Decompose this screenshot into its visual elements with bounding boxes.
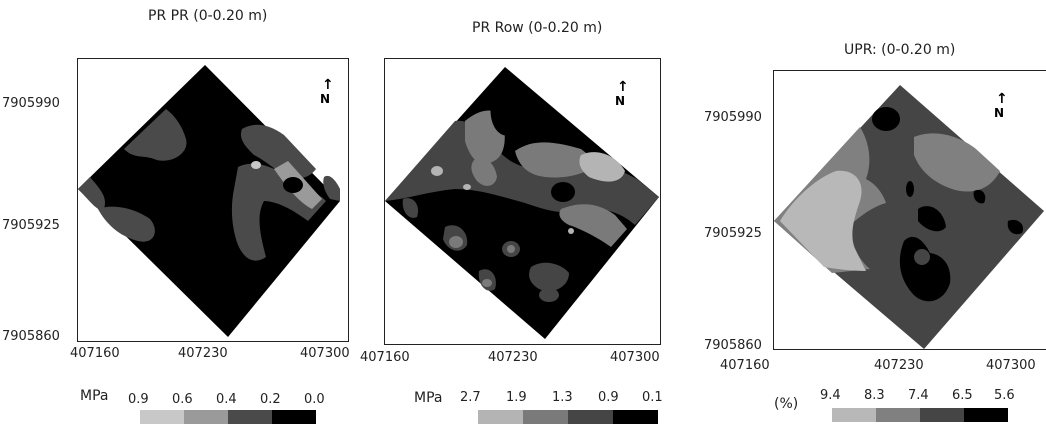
north-arrow-icon: ↑ [322,77,334,93]
legend-value: 7.4 [908,388,929,403]
map-region [283,177,303,193]
legend-swatch [964,408,1008,422]
map-region [780,170,866,271]
raster-map: ↑ N [385,67,659,339]
map-region [906,181,914,197]
legend-value: 0.9 [598,390,619,405]
map-region [529,262,569,292]
map-frame: ↑ N [773,70,1046,350]
x-tick-label: 407230 [488,350,538,365]
map-title: PR Row (0-0.20 m) [472,20,603,36]
x-tick-label: 407160 [360,350,410,365]
map-region [402,198,419,218]
x-tick-label: 407300 [300,346,350,361]
map-region [872,107,900,131]
map-region [539,288,559,302]
legend-swatch [523,410,568,424]
map-panel-upr: UPR: (0-0.20 m) 7905990 7905925 7905860 … [678,0,1046,425]
legend-value: 0.9 [128,392,149,407]
legend-value: 1.3 [552,390,573,405]
legend-swatch [876,408,920,422]
north-label: N [615,94,625,108]
y-tick-label: 7905990 [704,110,762,125]
y-tick-label: 7905860 [2,329,60,344]
x-tick-label: 407300 [610,350,660,365]
map-region [551,182,575,202]
map-region [568,228,574,234]
map-region [507,245,515,253]
north-label: N [320,92,330,106]
map-region [98,206,155,242]
legend-value: 8.3 [864,388,885,403]
x-tick-label: 407230 [874,358,924,373]
legend-value: 0.4 [216,392,237,407]
legend-value: 9.4 [820,388,841,403]
legend-value: 0.1 [642,390,663,405]
map-title: UPR: (0-0.20 m) [844,42,956,58]
map-region [973,189,986,204]
legend-swatch [832,408,876,422]
north-arrow-icon: ↑ [996,91,1008,107]
map-region [251,161,261,169]
legend-unit: MPa [414,390,443,406]
y-tick-label: 7905990 [2,96,60,111]
map-region [1007,219,1024,235]
north-label: N [994,106,1004,120]
map-frame: ↑ N [77,58,349,342]
map-frame: ↑ N [384,58,661,345]
legend-value: 2.7 [460,390,481,405]
map-region [914,133,1000,192]
legend-unit: (%) [774,396,799,412]
map-region [385,120,659,225]
legend-swatch [613,410,658,424]
legend-value: 0.0 [304,392,325,407]
legend-swatch [184,410,228,424]
legend-swatch [478,410,523,424]
map-region [78,177,106,210]
x-tick-label: 407160 [720,358,770,373]
legend-swatch [272,410,316,424]
map-panel-pr-row: PR Row (0-0.20 m) ↑ N [358,0,678,425]
map-region [449,236,463,248]
map-region [490,87,531,136]
legend-value: 0.2 [260,392,281,407]
y-tick-label: 7905925 [2,218,60,233]
map-region [899,236,951,302]
raster-map: ↑ N [774,85,1044,349]
map-region [482,279,492,287]
x-tick-label: 407300 [986,358,1036,373]
x-tick-label: 407160 [70,346,120,361]
legend-value: 5.6 [994,388,1015,403]
map-region [914,249,930,265]
map-region [515,142,599,178]
map-region [579,152,625,182]
raster-map: ↑ N [78,65,340,337]
map-title: PR PR (0-0.20 m) [148,8,268,24]
map-panel-pr-pr: PR PR (0-0.20 m) 7905990 7905925 7905860… [0,0,358,425]
legend-value: 6.5 [952,388,973,403]
north-arrow-icon: ↑ [617,79,629,95]
legend-value: 0.6 [172,392,193,407]
legend-unit: MPa [80,388,109,404]
map-region [240,124,316,179]
map-region [124,109,187,161]
legend-swatch [140,410,184,424]
legend-swatch [228,410,272,424]
x-tick-label: 407230 [178,346,228,361]
map-region [463,184,471,190]
map-region [918,206,946,232]
map-region [559,204,627,247]
legend-swatch [920,408,964,422]
legend-swatch [568,410,613,424]
map-region [431,166,443,176]
map-region [501,177,517,191]
map-region [323,175,340,201]
y-tick-label: 7905925 [704,226,762,241]
legend-value: 1.9 [506,390,527,405]
map-region [471,157,497,186]
y-tick-label: 7905860 [704,338,762,353]
